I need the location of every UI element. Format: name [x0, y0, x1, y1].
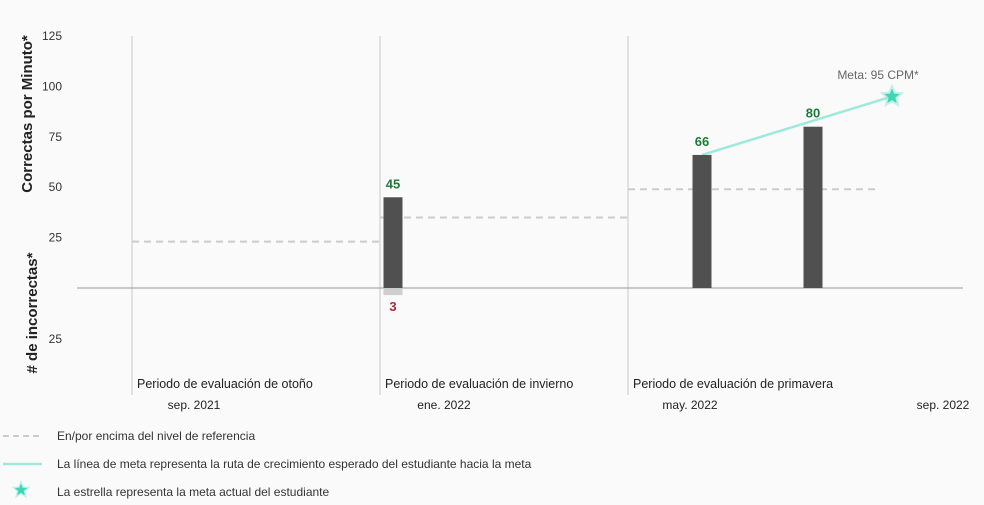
date-label: sep. 2022: [917, 398, 970, 412]
correct-value-label: 80: [806, 106, 820, 121]
incorrect-value-label: 3: [389, 299, 396, 314]
y-axis-label-incorrect: # de incorrectas*: [24, 252, 41, 373]
legend-star-icon: [14, 483, 28, 496]
correct-value-label: 45: [386, 176, 400, 191]
period-label: Periodo de evaluación de invierno: [385, 377, 573, 391]
incorrect-bar: [383, 289, 403, 296]
correct-bar: [803, 126, 823, 288]
y-tick-label: 25: [49, 231, 63, 245]
y-tick-label: 50: [49, 180, 63, 194]
legend-label: La estrella representa la meta actual de…: [57, 485, 329, 499]
goal-star-icon: [884, 88, 900, 103]
y-tick-label: 75: [49, 130, 63, 144]
y-tick-label: 25: [49, 332, 63, 346]
date-label: ene. 2022: [417, 398, 471, 412]
date-label: may. 2022: [662, 398, 717, 412]
goal-line: [701, 95, 893, 157]
period-label: Periodo de evaluación de primavera: [633, 377, 833, 391]
legend-label: En/por encima del nivel de referencia: [57, 429, 255, 443]
y-tick-label: 125: [42, 29, 62, 43]
correct-bar: [692, 154, 712, 288]
correct-value-label: 66: [695, 134, 709, 149]
y-tick-label: 100: [42, 79, 62, 93]
correct-bar: [383, 197, 403, 288]
goal-label: Meta: 95 CPM*: [837, 68, 919, 82]
y-axis-label-correct: Correctas por Minuto*: [19, 35, 36, 193]
date-label: sep. 2021: [168, 398, 221, 412]
legend-label: La línea de meta representa la ruta de c…: [57, 457, 532, 471]
period-label: Periodo de evaluación de otoño: [137, 377, 313, 391]
